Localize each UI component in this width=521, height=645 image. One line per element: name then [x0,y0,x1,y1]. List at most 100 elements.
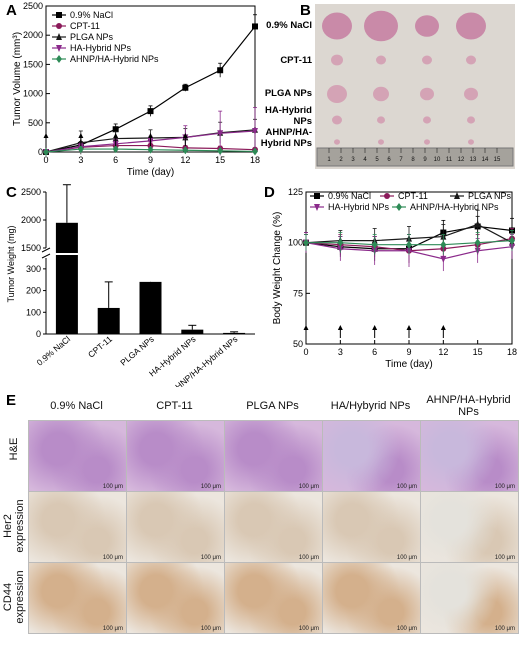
y-tick-label: 1500 [21,243,41,253]
x-tick-label: 6 [372,347,377,357]
x-axis-label: Time (day) [385,359,432,370]
y-tick-label: 2500 [21,187,41,197]
x-tick-label: 0 [43,155,48,165]
tumor-specimen [415,15,439,37]
tumor-specimen [378,139,384,145]
scale-bar-label: 100 μm [102,626,123,632]
y-tick-label: 100 [288,238,303,248]
histology-image: 100 μm [322,420,421,492]
y-tick-label: 200 [26,286,41,296]
histology-image: 100 μm [28,491,127,563]
x-axis-label: Time (day) [127,167,174,178]
data-point [147,145,154,154]
bar [181,329,204,334]
histology-image: 100 μm [322,562,421,634]
photo-row-label: CPT-11 [280,55,312,66]
scale-bar-label: 100 μm [494,555,515,561]
y-tick-label: 50 [293,339,303,349]
x-tick-label: 3 [78,155,83,165]
data-point [182,146,189,155]
panel-label-e: E [6,392,17,409]
scale-bar-label: 100 μm [200,484,221,490]
scale-bar-label: 100 μm [200,555,221,561]
y-tick-label: 125 [288,187,303,197]
data-point [371,240,378,249]
x-tick-label: 15 [215,155,225,165]
x-tick-label: 12 [180,155,190,165]
histology-column-header: PLGA NPs [246,400,299,412]
tumor-specimen [334,139,340,145]
histology-image: 100 μm [224,562,323,634]
histology-column-header: AHNP/HA-Hybrid NPs [426,394,511,418]
legend-marker [56,33,62,40]
ruler-number: 3 [351,157,355,163]
y-tick-label: 100 [26,307,41,317]
tumor-volume-chart: 0 3 6 9 12 15 18 0 500 1000 1500 2000 2500 Time (day)… [12,1,260,178]
tumor-specimen [377,116,385,124]
photo-row-label: 0.9% NaCl [266,20,312,31]
tumor-specimen [376,55,386,65]
histology-image: 100 μm [420,562,519,634]
dose-arrow-head [372,325,378,330]
histology-row-header: CD44 expression [2,570,26,624]
y-tick-label: 2000 [21,215,41,225]
data-point [112,145,119,154]
legend-entry: CPT-11 [70,21,100,31]
y-tick-label: 300 [26,264,41,274]
data-point [509,236,515,245]
tumor-specimen [331,54,343,66]
y-axis-label: Body Weight Change (%) [272,212,283,325]
legend-entry: CPT-11 [398,191,428,201]
bar [223,332,246,334]
tumor-specimen [327,85,347,103]
data-point [217,146,224,155]
ruler-number: 8 [411,157,415,163]
tumor-specimen [424,139,430,145]
legend-marker [384,193,390,199]
scale-bar-label: 100 μm [494,626,515,632]
x-tick-label: 12 [438,347,448,357]
legend-entry: HA-Hybrid NPs [328,202,390,212]
histology-image: 100 μm [224,491,323,563]
legend-marker [314,193,320,199]
ruler-number: 12 [458,157,465,163]
bar [55,222,78,334]
ruler-number: 2 [339,157,343,163]
panel-label-b: B [300,2,311,19]
photo-row-label: PLGA NPs [265,88,312,99]
data-point [440,240,447,249]
y-tick-label: 2000 [23,30,43,40]
ruler-number: 11 [446,157,453,163]
panel-label-a: A [6,2,17,19]
ruler-number: 1 [327,157,331,163]
data-point [182,84,189,91]
scale-bar-label: 100 μm [494,484,515,490]
data-point [43,148,49,156]
x-tick-label: 15 [473,347,483,357]
panel-label-c: C [6,184,17,201]
tumor-photo-panel: 1 2 3 4 5 6 7 8 9 10 11 12 13 14 15 [315,4,515,169]
legend-marker [56,45,62,52]
legend-entry: 0.9% NaCl [328,191,371,201]
data-point [406,240,412,249]
x-tick-label: 18 [250,155,260,165]
y-tick-label: 500 [28,118,43,128]
dose-arrow-head [113,133,119,138]
data-point [252,127,258,135]
legend-entry: HA-Hybrid NPs [70,43,132,53]
tumor-specimen [422,55,432,65]
histology-row-header: Her2 expression [2,499,26,553]
dose-arrow-head [182,133,188,138]
tumor-specimen [332,115,342,125]
data-point [474,238,481,247]
x-tick-label: 0 [303,347,308,357]
histology-column-header: 0.9% NaCl [50,400,103,412]
legend-marker [56,23,62,29]
y-tick-label: 1000 [23,89,43,99]
data-point [112,126,119,133]
category-label: AHNP/HA-Hybrid NPs [169,334,239,387]
data-point [147,108,154,115]
x-tick-label: 9 [406,347,411,357]
y-tick-label: 0 [38,147,43,157]
x-tick-label: 9 [148,155,153,165]
